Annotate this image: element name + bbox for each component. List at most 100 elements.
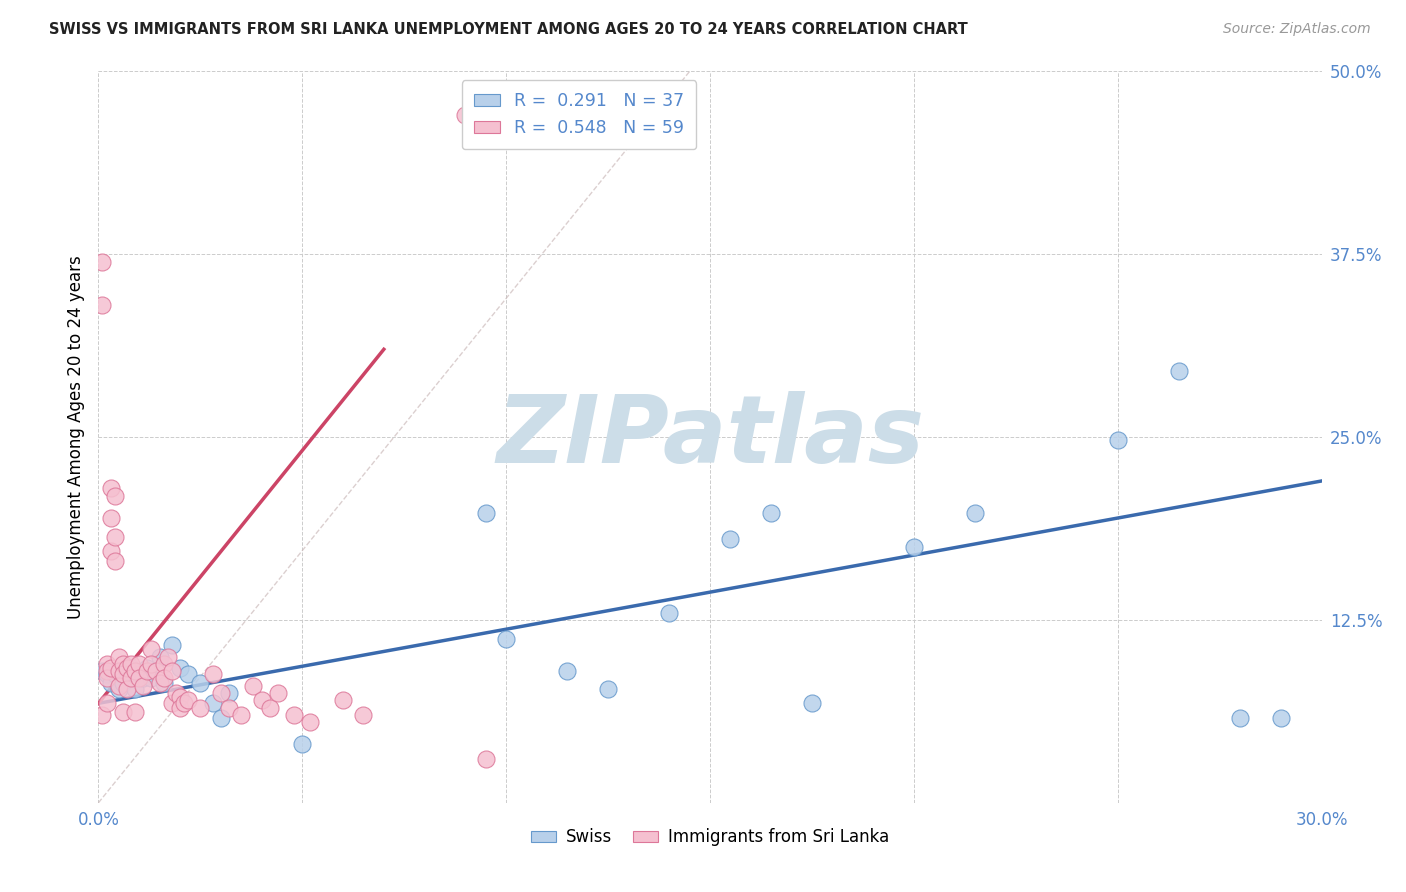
Point — [1270, 711, 1292, 725]
Point — [120, 661, 142, 675]
Point — [100, 481, 122, 495]
Point — [1229, 711, 1251, 725]
Point — [100, 676, 122, 690]
Point — [598, 681, 620, 696]
Point — [259, 700, 281, 714]
Point — [283, 708, 305, 723]
Point — [104, 667, 127, 681]
Point — [474, 752, 498, 766]
Point — [169, 700, 191, 714]
Text: Source: ZipAtlas.com: Source: ZipAtlas.com — [1223, 22, 1371, 37]
Point — [128, 672, 150, 686]
Point — [108, 649, 131, 664]
Point — [136, 664, 159, 678]
Point — [120, 672, 142, 686]
Point — [128, 657, 150, 671]
Point — [160, 664, 183, 678]
Point — [141, 657, 163, 671]
Point — [96, 664, 118, 678]
Point — [177, 667, 200, 681]
Point — [495, 632, 517, 646]
Point — [145, 664, 167, 678]
Point — [188, 676, 212, 690]
Point — [111, 705, 134, 719]
Point — [454, 108, 477, 122]
Point — [201, 696, 224, 710]
Point — [352, 708, 374, 723]
Point — [100, 544, 122, 558]
Point — [169, 690, 191, 705]
Point — [156, 649, 179, 664]
Point — [100, 510, 122, 524]
Point — [149, 676, 172, 690]
Point — [231, 708, 253, 723]
Point — [474, 506, 498, 520]
Point — [115, 661, 138, 675]
Point — [332, 693, 354, 707]
Point — [658, 606, 681, 620]
Point — [120, 657, 142, 671]
Point — [115, 664, 138, 678]
Point — [718, 533, 742, 547]
Point — [91, 708, 114, 723]
Point — [1107, 433, 1129, 447]
Point — [96, 657, 118, 671]
Point — [291, 737, 314, 751]
Point — [149, 649, 172, 664]
Point — [209, 711, 232, 725]
Point — [91, 664, 114, 678]
Point — [903, 540, 925, 554]
Point — [141, 672, 163, 686]
Point — [108, 679, 131, 693]
Point — [218, 700, 240, 714]
Y-axis label: Unemployment Among Ages 20 to 24 years: Unemployment Among Ages 20 to 24 years — [66, 255, 84, 619]
Point — [218, 686, 240, 700]
Legend: Swiss, Immigrants from Sri Lanka: Swiss, Immigrants from Sri Lanka — [524, 822, 896, 853]
Point — [91, 298, 114, 312]
Point — [124, 664, 146, 678]
Text: ZIPatlas: ZIPatlas — [496, 391, 924, 483]
Point — [96, 696, 118, 710]
Point — [96, 667, 118, 681]
Point — [201, 667, 224, 681]
Point — [165, 686, 187, 700]
Point — [128, 667, 150, 681]
Point — [250, 693, 273, 707]
Point — [111, 676, 134, 690]
Point — [152, 657, 174, 671]
Point — [100, 661, 122, 675]
Point — [299, 715, 322, 730]
Point — [124, 681, 146, 696]
Point — [141, 642, 163, 657]
Point — [242, 679, 264, 693]
Point — [115, 681, 138, 696]
Point — [132, 679, 155, 693]
Point — [209, 686, 232, 700]
Point — [91, 254, 114, 268]
Point — [136, 661, 159, 675]
Point — [104, 489, 127, 503]
Point — [96, 672, 118, 686]
Point — [104, 530, 127, 544]
Point — [152, 672, 174, 686]
Point — [111, 657, 134, 671]
Point — [111, 667, 134, 681]
Point — [160, 696, 183, 710]
Point — [124, 705, 146, 719]
Point — [108, 664, 131, 678]
Point — [965, 506, 987, 520]
Point — [173, 696, 195, 710]
Point — [555, 664, 579, 678]
Point — [132, 672, 155, 686]
Point — [104, 554, 127, 568]
Point — [267, 686, 290, 700]
Point — [761, 506, 783, 520]
Point — [169, 661, 191, 675]
Point — [1167, 364, 1189, 378]
Point — [801, 696, 824, 710]
Point — [188, 700, 212, 714]
Point — [108, 681, 131, 696]
Point — [177, 693, 200, 707]
Text: SWISS VS IMMIGRANTS FROM SRI LANKA UNEMPLOYMENT AMONG AGES 20 TO 24 YEARS CORREL: SWISS VS IMMIGRANTS FROM SRI LANKA UNEMP… — [49, 22, 967, 37]
Point — [152, 676, 174, 690]
